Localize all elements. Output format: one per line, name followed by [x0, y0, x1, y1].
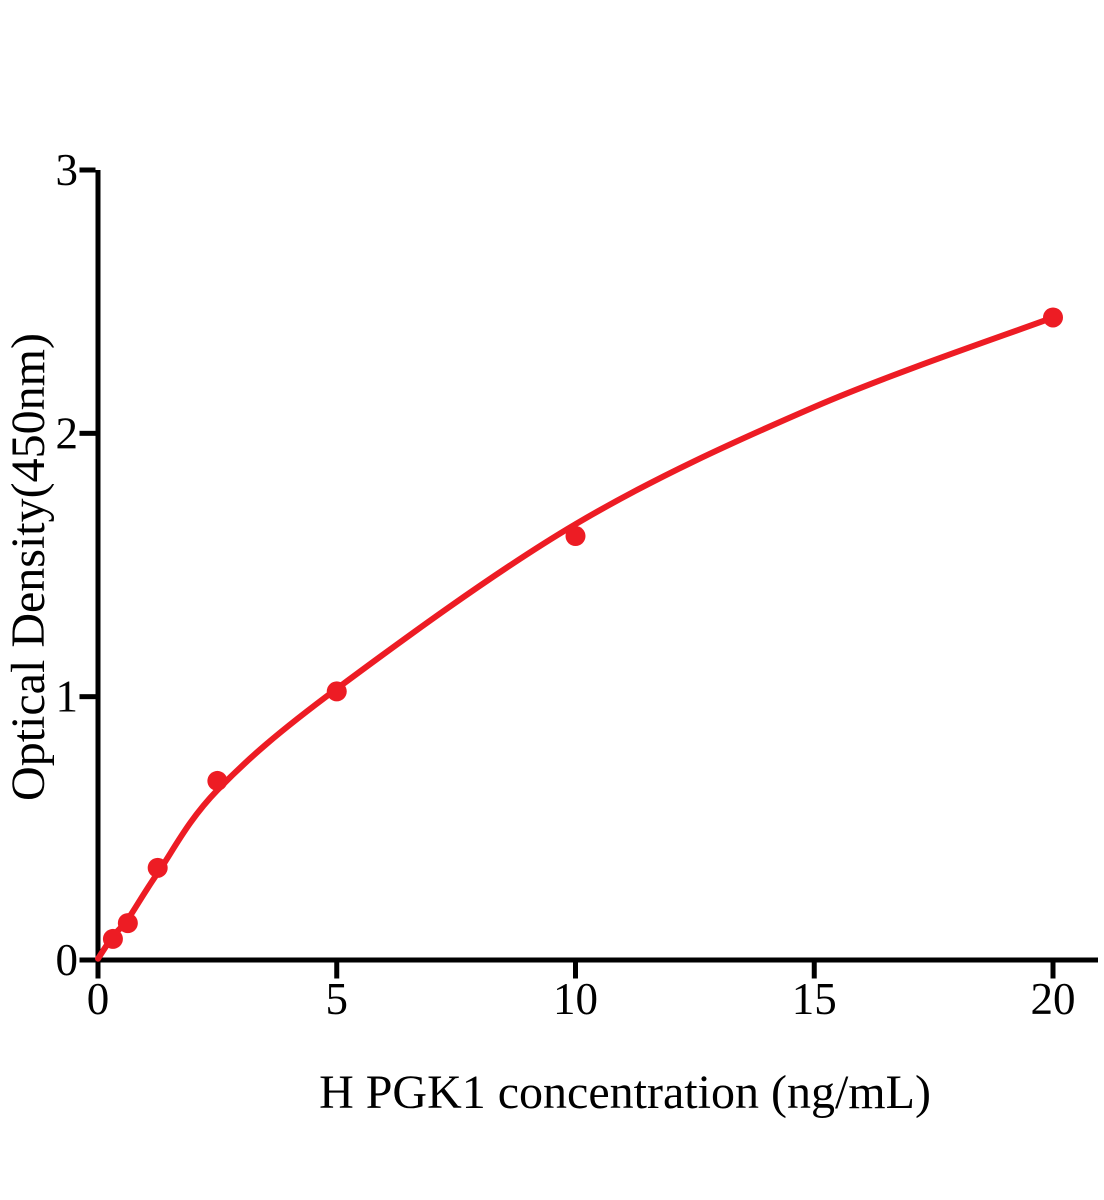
data-point — [147, 857, 168, 878]
data-point — [1043, 307, 1063, 328]
x-tick-label: 0 — [87, 974, 110, 1024]
y-tick-label: 2 — [56, 408, 79, 458]
tick-labels: 0 5 10 15 20 0 1 2 3 — [56, 145, 1076, 1024]
tick-marks — [79, 167, 1056, 979]
data-point — [207, 770, 228, 791]
y-tick-label: 0 — [56, 935, 79, 985]
x-tick-label: 15 — [792, 974, 837, 1024]
x-tick-label: 5 — [326, 974, 349, 1024]
data-point — [565, 526, 586, 547]
x-tick-label: 20 — [1031, 974, 1076, 1024]
fit-curve — [95, 314, 1056, 962]
data-point — [117, 913, 138, 934]
y-axis-title: Optical Density(450nm) — [2, 333, 55, 801]
axes — [95, 170, 1098, 963]
data-series — [95, 307, 1063, 962]
y-tick-label: 1 — [56, 672, 79, 722]
data-point — [326, 681, 347, 702]
x-tick-label: 10 — [553, 974, 598, 1024]
y-tick-label: 3 — [56, 145, 79, 195]
x-axis-title: H PGK1 concentration (ng/mL) — [319, 1066, 931, 1119]
data-point — [102, 928, 123, 949]
